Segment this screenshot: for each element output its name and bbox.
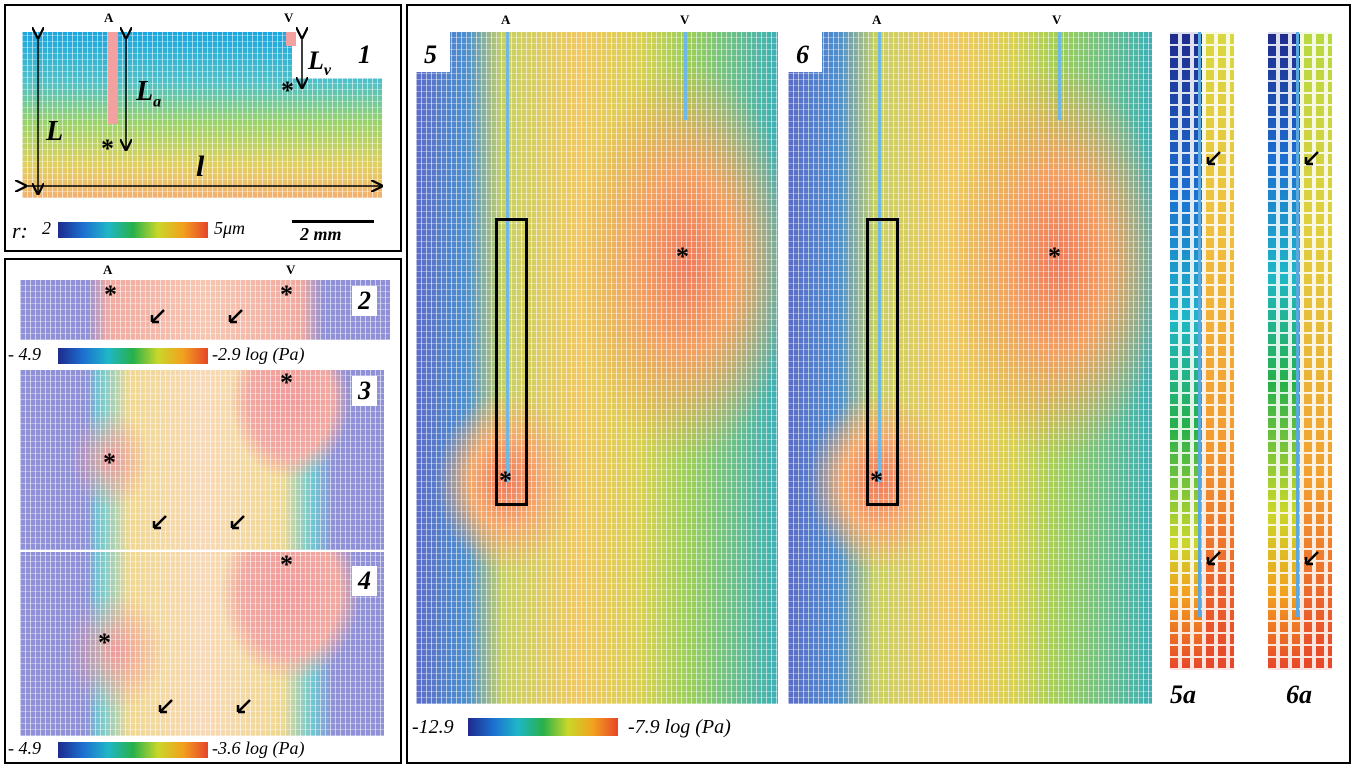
- panel-6a-number: 6a: [1280, 680, 1318, 710]
- panel-6a-arrows: [1304, 151, 1319, 566]
- panel-4-mesh: [20, 552, 384, 736]
- panel-1-dim-La: La: [136, 76, 161, 112]
- panel-3-number: 3: [352, 376, 377, 406]
- panel-6-label-a: A: [872, 12, 882, 27]
- panel-2-label-v: V: [286, 262, 296, 277]
- panel-1-dim-La-text: L: [136, 76, 154, 107]
- panel-2-colorbar: [58, 348, 208, 364]
- panel-6-zoom-box: [866, 218, 899, 506]
- panel-5-label-v: V: [680, 12, 690, 27]
- panel-5-star-a: *: [499, 466, 512, 495]
- panel-1-number: 1: [352, 40, 377, 70]
- panel-2-star-a: *: [104, 280, 117, 309]
- panel-5-zoom-box: [495, 218, 528, 506]
- panel-5-mesh: [416, 32, 778, 704]
- panel-1-label-a: A: [104, 10, 114, 25]
- panel-2-arrows: [150, 309, 243, 324]
- panel-4-colorbar: [58, 742, 208, 758]
- panel-1-scalebar-label: 2 mm: [300, 224, 342, 244]
- panel-4-star-a: *: [98, 628, 111, 657]
- panel-6-label-v: V: [1052, 12, 1062, 27]
- panel-1-colorbar-min: 2: [42, 218, 51, 238]
- panel-1-dimension-lines: [0, 0, 400, 200]
- panel-5-colorbar-max: -7.9 log (Pa): [628, 716, 731, 738]
- panel-1-dim-Lv-sub: v: [323, 62, 331, 80]
- panel-4-star-v: *: [280, 550, 293, 579]
- panel-1-dim-Lv-text: L: [308, 46, 324, 75]
- panel-1-star-a: *: [101, 134, 114, 163]
- panel-1-dim-Lv: Lv: [308, 46, 331, 80]
- panel-1-dim-L: L: [46, 116, 64, 147]
- panel-1-star-v: *: [281, 76, 294, 105]
- panel-1-mesh: [22, 32, 382, 198]
- panel-2-mesh: [20, 280, 390, 340]
- panel-5-number: 5: [424, 40, 437, 69]
- panel-5-colorbar-min: -12.9: [412, 716, 454, 738]
- panel-5a-mesh: [1170, 32, 1234, 670]
- panel-2-colorbar-min: - 4.9: [8, 344, 41, 364]
- panel-3-star-a: *: [103, 448, 116, 477]
- panel-5a-number: 5a: [1164, 680, 1202, 710]
- panel-6-star-a: *: [870, 466, 883, 495]
- panel-6a-mesh: [1268, 32, 1332, 670]
- panel-1-dim-La-sub: a: [153, 93, 162, 111]
- panel-2-label-a: A: [103, 262, 113, 277]
- panel-1-label-v: V: [284, 10, 294, 25]
- panel-6-number: 6: [796, 40, 809, 69]
- panel-3-star-v: *: [280, 368, 293, 397]
- panel-1-colorbar-prefix: r:: [12, 218, 28, 243]
- panel-6-mesh: [788, 32, 1152, 704]
- panel-3-arrows: [152, 515, 245, 530]
- panel-4-number: 4: [352, 566, 377, 596]
- panel-5-colorbar: [468, 718, 618, 736]
- panel-4-arrows: [158, 699, 251, 714]
- panel-2-star-v: *: [280, 280, 293, 309]
- panel-4-colorbar-min: - 4.9: [8, 738, 41, 758]
- panel-1-dim-l: l: [196, 150, 205, 183]
- panel-1-scalebar: [292, 220, 374, 223]
- panel-6-star-v: *: [1048, 242, 1061, 271]
- panel-1-colorbar: [58, 222, 208, 238]
- panel-5a-arrows: [1206, 151, 1221, 566]
- panel-1-colorbar-max: 5μm: [214, 218, 246, 238]
- panel-2-colorbar-max: -2.9 log (Pa): [212, 344, 305, 364]
- panel-5-label-a: A: [501, 12, 511, 27]
- panel-4-colorbar-max: -3.6 log (Pa): [212, 738, 305, 758]
- panel-2-number: 2: [352, 286, 377, 316]
- panel-3-mesh: [20, 370, 384, 550]
- panel-5-star-v: *: [676, 242, 689, 271]
